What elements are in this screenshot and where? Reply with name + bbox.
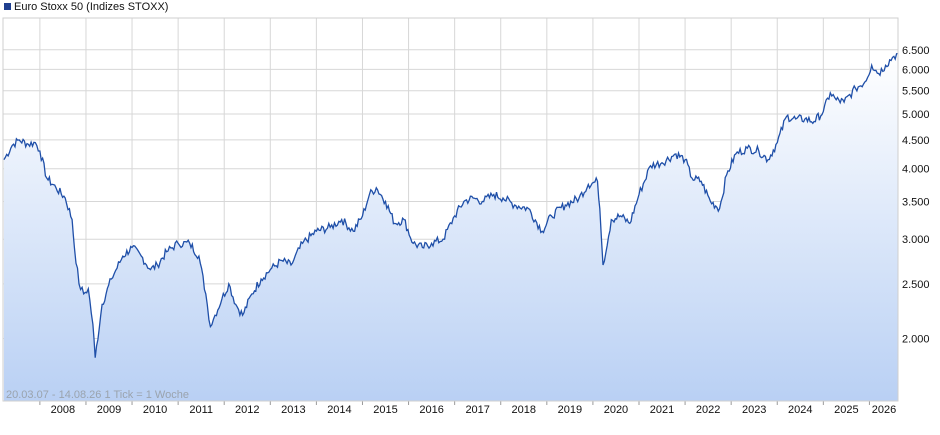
x-tick-label: 2010	[143, 404, 167, 416]
date-range-footer: 20.03.07 - 14.08.26 1 Tick = 1 Woche	[6, 389, 189, 401]
y-tick-label: 3.500	[902, 196, 930, 208]
x-tick-label: 2017	[465, 404, 489, 416]
x-tick-label: 2018	[512, 404, 536, 416]
series-line	[3, 52, 899, 358]
y-tick-label: 6.500	[902, 45, 930, 57]
x-tick-label: 2014	[327, 404, 351, 416]
x-tick-label: 2026	[872, 404, 896, 416]
x-tick-label: 2019	[558, 404, 582, 416]
x-tick-label: 2025	[834, 404, 858, 416]
chart-title: Euro Stoxx 50 (Indizes STOXX)	[14, 1, 168, 13]
x-tick-label: 2016	[419, 404, 443, 416]
x-tick-label: 2009	[97, 404, 121, 416]
x-tick-label: 2021	[650, 404, 674, 416]
y-tick-label: 4.000	[902, 164, 930, 176]
x-tick-label: 2020	[604, 404, 628, 416]
x-tick-label: 2011	[189, 404, 213, 416]
x-tick-label: 2015	[373, 404, 397, 416]
y-tick-label: 6.000	[902, 64, 930, 76]
x-tick-label: 2013	[281, 404, 305, 416]
x-tick-label: 2023	[742, 404, 766, 416]
plot-frame	[2, 17, 899, 402]
legend-swatch	[4, 3, 11, 10]
y-tick-label: 5.000	[902, 109, 930, 121]
x-tick-label: 2012	[235, 404, 259, 416]
x-tick-label: 2008	[51, 404, 75, 416]
x-tick-label: 2022	[696, 404, 720, 416]
y-axis: 2.000 2.500 3.000 3.500 4.000 4.500 5.000 5.500…	[902, 45, 930, 346]
y-tick-label: 3.000	[902, 234, 930, 246]
x-axis: 2008 2009 2010 2011 2012 2013 2014 2015 2016 2017…	[39, 401, 896, 416]
series-area	[3, 53, 898, 401]
legend: Euro Stoxx 50 (Indizes STOXX)	[4, 1, 168, 13]
y-tick-label: 4.500	[902, 135, 930, 147]
y-tick-label: 2.500	[902, 279, 930, 291]
y-tick-label: 2.000	[902, 334, 930, 346]
y-tick-label: 5.500	[902, 86, 930, 98]
x-tick-label: 2024	[788, 404, 812, 416]
